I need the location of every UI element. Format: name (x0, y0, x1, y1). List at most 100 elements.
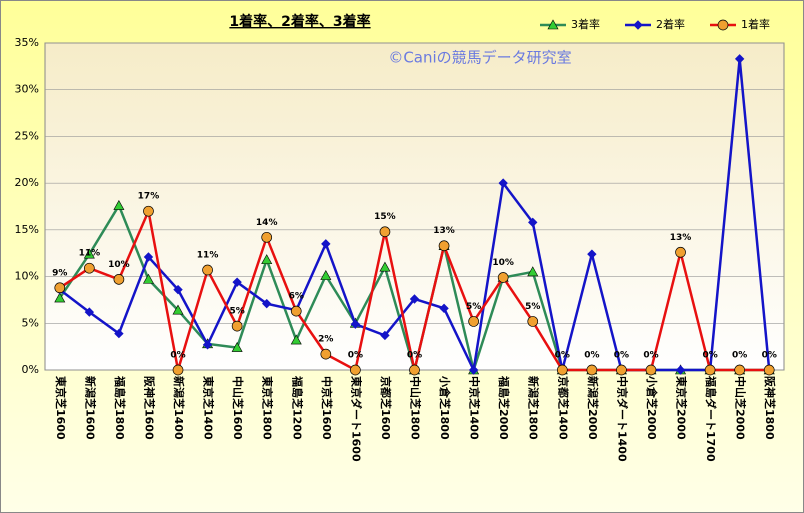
legend-label: 2着率 (656, 17, 685, 31)
annotation: ©Caniの競馬データ研究室 (388, 49, 571, 67)
marker (379, 261, 391, 272)
data-label: 0% (584, 351, 599, 361)
marker (320, 348, 332, 360)
marker (734, 364, 746, 376)
x-tick-label: 京都芝1600 (379, 376, 393, 440)
marker (645, 364, 657, 376)
x-tick-label: 中京芝1400 (468, 376, 482, 440)
x-tick-label: 福島芝2000 (497, 375, 511, 440)
data-label: 0% (614, 351, 629, 361)
y-tick-label: 20% (15, 176, 39, 189)
x-tick-label: 東京芝1400 (202, 376, 216, 440)
marker (763, 364, 775, 376)
y-tick-label: 0% (22, 363, 39, 376)
data-label: 15% (374, 212, 396, 222)
marker (261, 231, 273, 243)
marker (497, 272, 509, 283)
x-tick-label: 福島芝1200 (290, 375, 304, 440)
x-tick-label: 中山芝1600 (231, 376, 245, 440)
marker (54, 282, 66, 294)
marker (173, 284, 183, 295)
y-tick-label: 25% (15, 129, 39, 142)
data-label: 10% (108, 260, 130, 270)
marker (290, 334, 302, 345)
x-tick-label: 小倉芝2000 (645, 375, 659, 440)
x-tick-label: 東京ダート1600 (349, 376, 363, 462)
x-tick-label: 中京芝1600 (320, 376, 334, 440)
data-label: 0% (348, 351, 363, 361)
data-label: 2% (318, 335, 333, 345)
marker (231, 320, 243, 332)
marker (616, 364, 627, 376)
data-label: 9% (52, 268, 67, 278)
data-label: 0% (407, 351, 422, 361)
data-label: 0% (762, 351, 777, 361)
marker (231, 341, 243, 352)
data-label: 0% (732, 351, 747, 361)
marker (84, 307, 95, 317)
y-tick-label: 15% (15, 223, 39, 236)
x-tick-label: 中京ダート1400 (615, 376, 629, 462)
y-tick-label: 35% (15, 36, 39, 49)
x-tick-label: 京都芝1400 (556, 376, 570, 440)
y-tick-label: 5% (22, 316, 39, 329)
marker (83, 248, 95, 259)
marker (114, 328, 124, 339)
marker (202, 340, 213, 350)
marker (261, 254, 273, 265)
marker (113, 274, 125, 285)
data-label: 0% (643, 351, 658, 361)
x-tick-label: 東京芝1800 (261, 376, 275, 440)
data-label: 5% (525, 302, 540, 312)
marker (468, 365, 479, 375)
marker (350, 319, 361, 329)
marker (439, 303, 449, 314)
marker (409, 364, 420, 376)
data-label: 11% (79, 249, 101, 259)
marker (468, 316, 479, 327)
marker (633, 20, 643, 30)
marker (587, 249, 597, 259)
marker (261, 298, 272, 309)
marker (528, 217, 538, 228)
marker (83, 262, 95, 274)
marker (142, 273, 154, 284)
marker (380, 330, 390, 341)
marker (54, 292, 66, 303)
marker (320, 270, 332, 280)
data-label: 13% (433, 226, 455, 236)
marker (202, 264, 213, 276)
data-label: 5% (229, 307, 244, 317)
x-tick-label: 福島芝1800 (113, 375, 127, 440)
data-label: 6% (289, 292, 304, 302)
data-label: 14% (256, 218, 278, 228)
marker (232, 277, 242, 287)
data-label: 17% (138, 192, 160, 202)
x-tick-label: 中山芝1800 (409, 376, 423, 440)
marker (675, 365, 686, 375)
x-tick-label: 阪神芝1600 (142, 376, 156, 440)
marker (547, 19, 559, 30)
y-tick-label: 10% (15, 270, 39, 283)
marker (143, 252, 154, 262)
x-tick-label: 新潟芝1600 (83, 376, 97, 440)
marker (409, 294, 420, 304)
data-label: 0% (555, 351, 570, 361)
marker (172, 304, 184, 315)
marker (350, 364, 361, 376)
marker (717, 19, 729, 31)
plot-area (44, 42, 785, 371)
marker (143, 205, 154, 217)
x-tick-label: 東京芝1600 (54, 376, 68, 440)
legend-label: 3着率 (571, 17, 600, 31)
legend-label: 1着率 (741, 17, 770, 31)
marker (704, 364, 716, 376)
marker (527, 316, 539, 327)
marker (438, 240, 450, 252)
marker (586, 364, 598, 376)
x-tick-label: 新潟芝1400 (172, 376, 186, 440)
marker (675, 246, 686, 258)
data-label: 10% (492, 258, 514, 268)
x-tick-label: 東京芝2000 (675, 376, 689, 440)
